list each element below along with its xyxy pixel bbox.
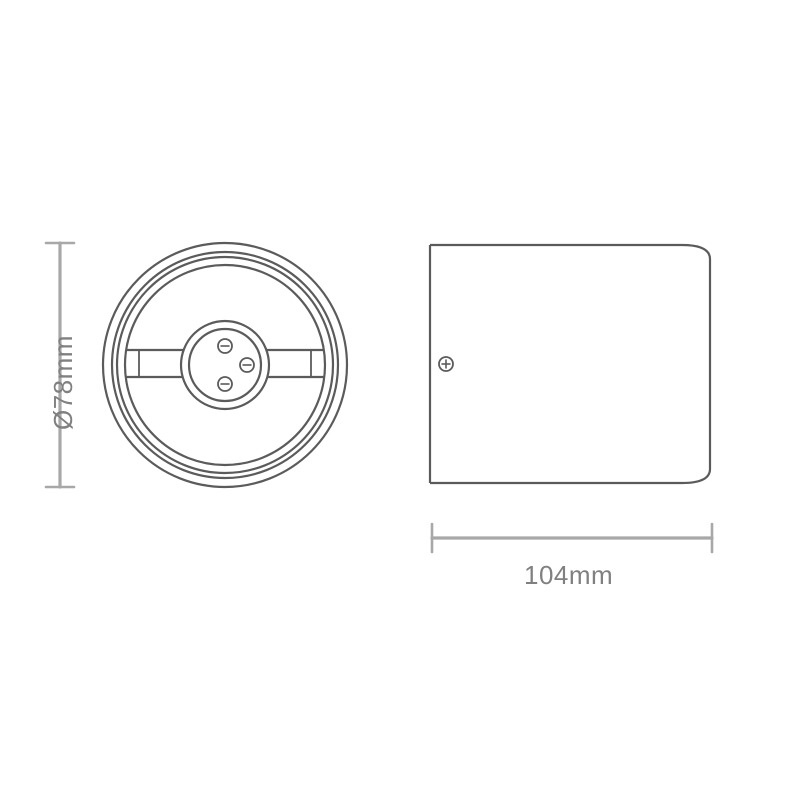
diagram-svg xyxy=(0,0,800,800)
width-label: 104mm xyxy=(524,560,613,591)
dimension-diagram: Ø78mm 104mm xyxy=(0,0,800,800)
diameter-label: Ø78mm xyxy=(48,335,79,430)
